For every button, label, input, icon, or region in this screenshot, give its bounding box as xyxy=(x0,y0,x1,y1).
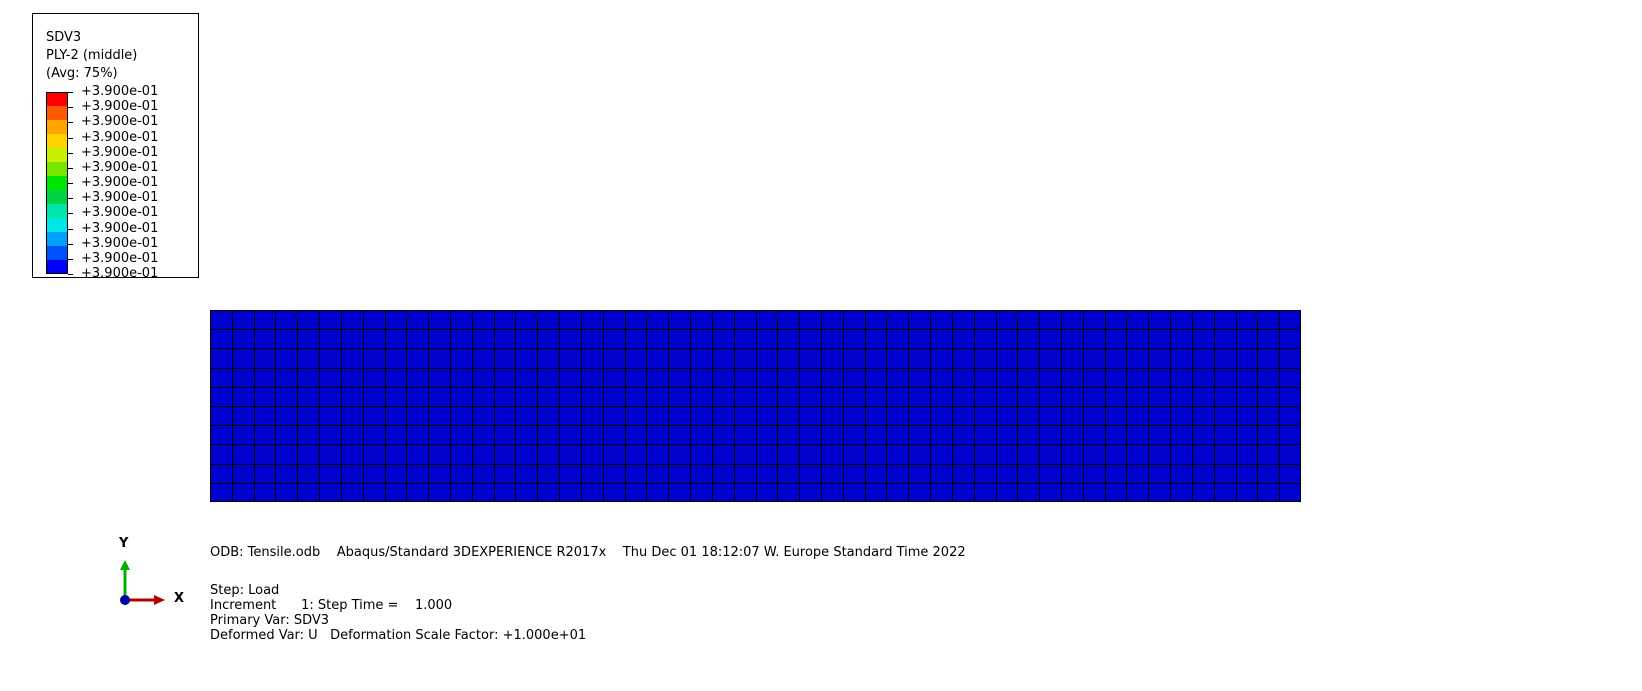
legend-tick xyxy=(68,153,73,154)
legend-swatch xyxy=(46,106,68,120)
legend-tick xyxy=(68,274,73,275)
legend-swatch xyxy=(46,162,68,176)
legend-tick-label: +3.900e-01 xyxy=(81,190,159,205)
legend-tick xyxy=(68,244,73,245)
legend-swatch xyxy=(46,260,68,274)
legend-swatch xyxy=(46,204,68,218)
legend-tick xyxy=(68,92,73,93)
legend-tick-label: +3.900e-01 xyxy=(81,175,159,190)
legend-swatch xyxy=(46,190,68,204)
legend-tick xyxy=(68,122,73,123)
legend-swatch xyxy=(46,218,68,232)
legend-tick-label: +3.900e-01 xyxy=(81,266,159,281)
legend-tick-label: +3.900e-01 xyxy=(81,145,159,160)
contour-legend[interactable]: SDV3 PLY-2 (middle) (Avg: 75%) +3.900e-0… xyxy=(32,13,199,281)
legend-tick-label: +3.900e-01 xyxy=(81,130,159,145)
odb-info-line: ODB: Tensile.odb Abaqus/Standard 3DEXPER… xyxy=(210,545,966,560)
legend-tick-label: +3.900e-01 xyxy=(81,221,159,236)
legend-section: PLY-2 (middle) xyxy=(46,48,138,63)
legend-swatch xyxy=(46,176,68,190)
legend-averaging: (Avg: 75%) xyxy=(46,66,118,81)
legend-swatch xyxy=(46,232,68,246)
triad-y-label: Y xyxy=(119,536,129,551)
legend-tick-label: +3.900e-01 xyxy=(81,84,159,99)
legend-swatch xyxy=(46,148,68,162)
legend-tick xyxy=(68,168,73,169)
triad-axes-icon xyxy=(120,560,165,605)
legend-tick xyxy=(68,259,73,260)
legend-tick-label: +3.900e-01 xyxy=(81,251,159,266)
legend-tick-label: +3.900e-01 xyxy=(81,160,159,175)
legend-tick-label: +3.900e-01 xyxy=(81,236,159,251)
legend-swatch xyxy=(46,120,68,134)
legend-tick-label: +3.900e-01 xyxy=(81,114,159,129)
legend-swatch xyxy=(46,246,68,260)
legend-swatch xyxy=(46,92,68,106)
primary-var-line: Primary Var: SDV3 xyxy=(210,613,330,628)
legend-tick-label: +3.900e-01 xyxy=(81,205,159,220)
legend-tick xyxy=(68,183,73,184)
step-info-line: Step: Load xyxy=(210,583,280,598)
legend-tick xyxy=(68,229,73,230)
legend-tick-label: +3.900e-01 xyxy=(81,99,159,114)
legend-variable: SDV3 xyxy=(46,30,82,45)
increment-info-line: Increment 1: Step Time = 1.000 xyxy=(210,598,453,613)
legend-tick xyxy=(68,198,73,199)
deformed-mesh-plot[interactable] xyxy=(210,310,1301,502)
deformed-var-line: Deformed Var: U Deformation Scale Factor… xyxy=(210,628,587,643)
legend-swatch xyxy=(46,134,68,148)
triad-x-label: X xyxy=(174,591,185,606)
coordinate-triad: Y X xyxy=(110,536,200,616)
legend-tick xyxy=(68,213,73,214)
legend-tick xyxy=(68,138,73,139)
legend-tick xyxy=(68,107,73,108)
